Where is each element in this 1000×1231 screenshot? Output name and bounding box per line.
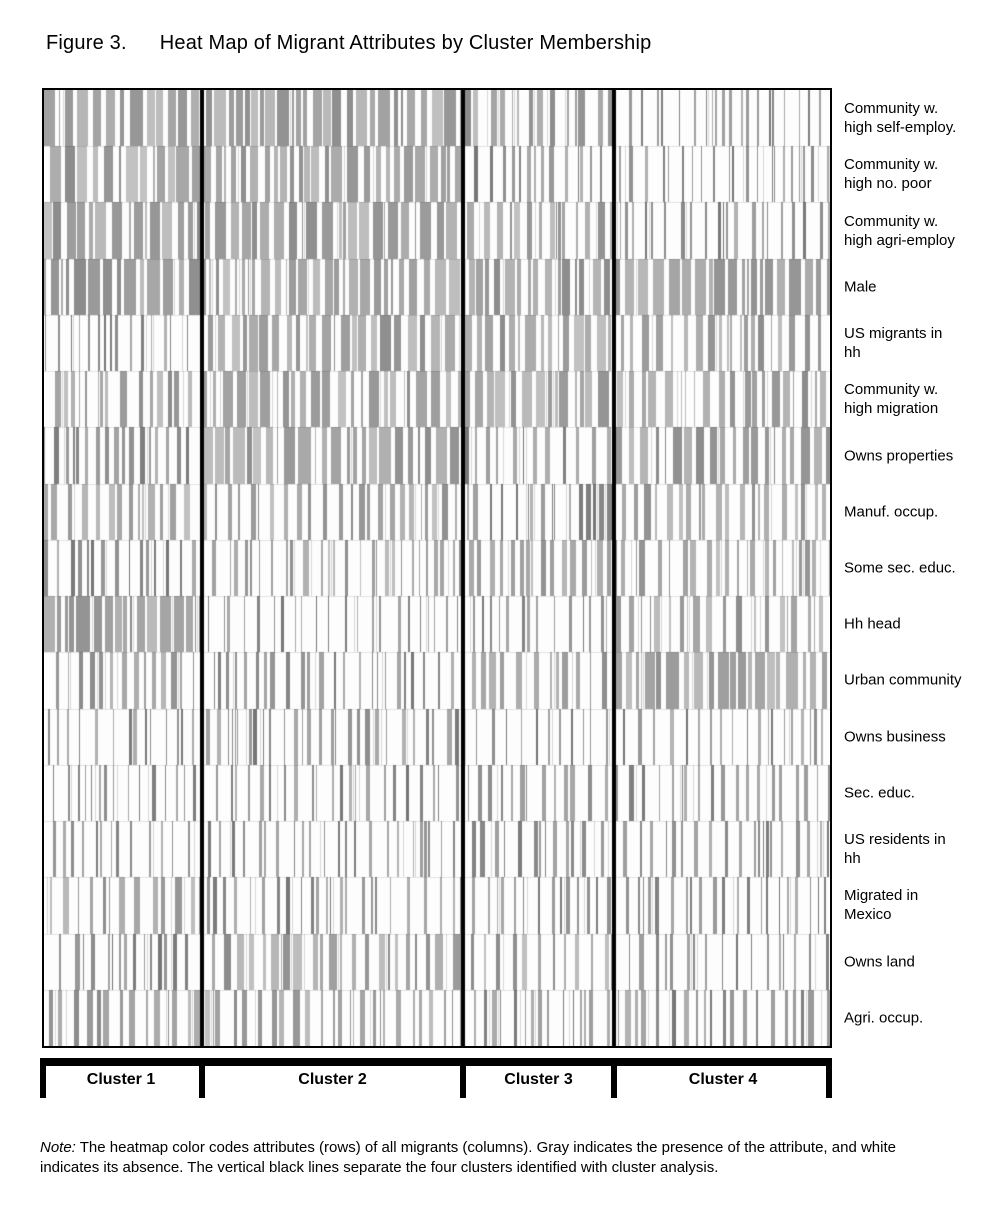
figure-note: Note: The heatmap color codes attributes… (40, 1138, 912, 1177)
row-label: Sec. educ. (844, 783, 1000, 802)
cluster-label: Cluster 4 (688, 1071, 758, 1088)
cluster-axis-tick (199, 1058, 205, 1098)
row-label: Owns business (844, 727, 1000, 746)
note-label: Note: (40, 1139, 76, 1156)
row-label-line: Migrated in (844, 887, 919, 905)
row-label: Some sec. educ. (844, 559, 1000, 578)
row-label-line: US residents in (844, 831, 946, 849)
cluster-label: Cluster 1 (86, 1071, 156, 1088)
row-label-line: high no. poor (844, 175, 932, 193)
figure-title-text: Heat Map of Migrant Attributes by Cluste… (159, 32, 652, 54)
cluster-axis-tick (826, 1058, 832, 1098)
row-label: US migrants in hh (844, 324, 1000, 362)
row-label: Community w. high migration (844, 380, 1000, 418)
note-text: The heatmap color codes attributes (rows… (40, 1139, 896, 1176)
row-label-line: Male (844, 278, 877, 296)
row-label: Owns properties (844, 446, 1000, 465)
row-label-line: high agri-employ (844, 231, 955, 249)
row-label-line: Owns business (844, 728, 946, 746)
cluster-axis-tick (40, 1058, 46, 1098)
row-label-line: Owns land (844, 953, 915, 971)
row-label: Community w. high agri-employ (844, 212, 1000, 250)
row-label: Male (844, 277, 1000, 296)
figure-number: Figure 3. (46, 32, 127, 54)
attribute-row-labels: Community w. high self-employ. Community w… (844, 90, 1000, 1046)
row-label-line: Some sec. educ. (844, 559, 956, 577)
row-label: US residents in hh (844, 830, 1000, 868)
row-label-line: Urban community (844, 671, 962, 689)
row-label-line: hh (844, 344, 861, 362)
figure-title: Figure 3. Heat Map of Migrant Attributes … (46, 32, 651, 55)
row-label: Hh head (844, 615, 1000, 634)
row-label: Community w. high self-employ. (844, 99, 1000, 137)
heatmap-canvas (44, 90, 830, 1046)
row-label-line: Sec. educ. (844, 784, 915, 802)
row-label-line: Agri. occup. (844, 1009, 924, 1027)
row-label-line: high self-employ. (844, 119, 957, 137)
row-label: Owns land (844, 952, 1000, 971)
cluster-axis: Cluster 1 Cluster 2 Cluster 3 Cluster 4 (40, 1058, 832, 1100)
row-label: Community w. high no. poor (844, 155, 1000, 193)
cluster-axis-tick (611, 1058, 617, 1098)
cluster-label: Cluster 3 (504, 1071, 573, 1088)
heatmap (42, 88, 832, 1048)
row-label-line: Community w. (844, 156, 939, 174)
cluster-axis-bar (40, 1058, 832, 1066)
row-label-line: high migration (844, 400, 939, 418)
row-label-line: Manuf. occup. (844, 503, 939, 521)
cluster-label: Cluster 2 (298, 1071, 367, 1088)
row-label-line: Community w. (844, 381, 939, 399)
row-label-line: US migrants in (844, 325, 943, 343)
row-label: Migrated in Mexico (844, 886, 1000, 924)
row-label: Manuf. occup. (844, 502, 1000, 521)
row-label-line: Owns properties (844, 447, 954, 465)
row-label-line: Mexico (844, 906, 892, 924)
row-label-line: Community w. (844, 100, 939, 118)
row-label-line: Community w. (844, 212, 939, 230)
row-label-line: hh (844, 850, 861, 868)
row-label-line: Hh head (844, 615, 901, 633)
cluster-axis-tick (460, 1058, 466, 1098)
row-label: Agri. occup. (844, 1008, 1000, 1027)
row-label: Urban community (844, 671, 1000, 690)
